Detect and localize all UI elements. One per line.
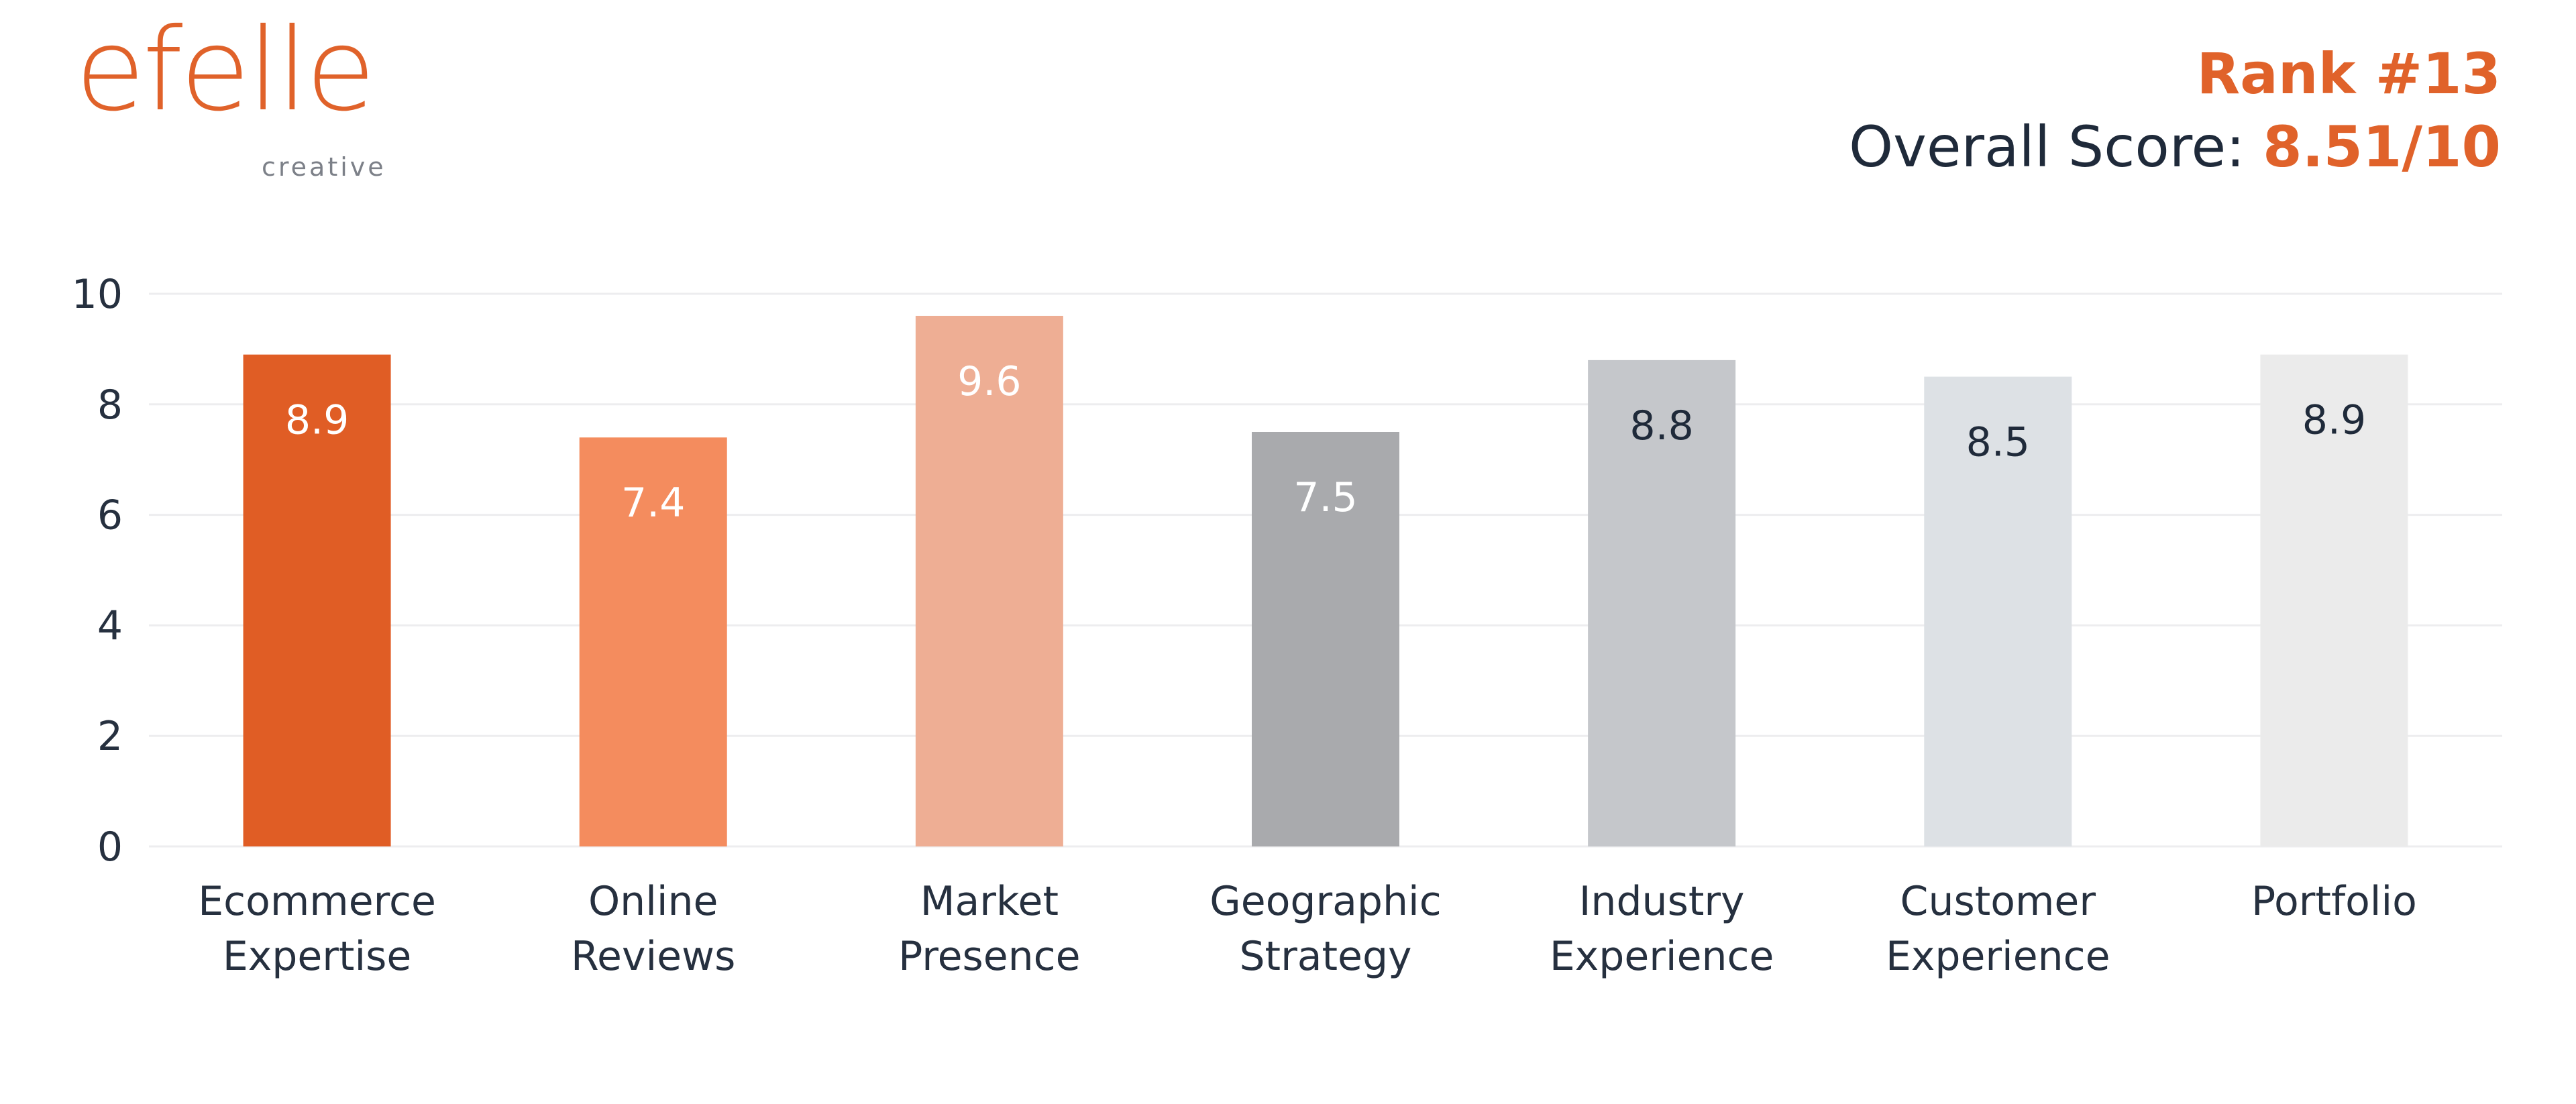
category-label: Industry	[1579, 878, 1745, 925]
y-tick-label: 4	[97, 602, 123, 649]
bar-value-label: 8.9	[2302, 397, 2366, 444]
category-label: Market	[920, 878, 1059, 925]
bar	[1252, 432, 1399, 846]
score-header: Rank #13 Overall Score: 8.51/10	[1849, 42, 2501, 184]
y-tick-label: 0	[97, 824, 123, 871]
overall-score-value: 8.51/10	[2263, 113, 2501, 180]
rank-label: Rank #13	[2196, 41, 2501, 107]
category-label: Presence	[898, 933, 1081, 980]
y-tick-label: 2	[97, 713, 123, 760]
bar-value-label: 7.4	[621, 480, 685, 527]
category-labels: Ecommerce Expertise Online Reviews Market Pre…	[198, 878, 2417, 980]
logo-subtext: creative	[262, 152, 386, 182]
bar	[1588, 360, 1736, 846]
overall-score: Overall Score: 8.51/10	[1849, 111, 2501, 184]
bar-value-label: 8.8	[1629, 402, 1693, 449]
bar	[579, 437, 727, 846]
bar-value-label: 8.5	[1966, 419, 2030, 466]
category-label: Portfolio	[2251, 878, 2417, 925]
bar-value-label: 7.5	[1293, 474, 1357, 521]
category-label: Reviews	[571, 933, 735, 980]
overall-score-prefix: Overall Score:	[1849, 113, 2263, 180]
category-label: Experience	[1886, 933, 2110, 980]
y-tick-label: 10	[72, 271, 123, 318]
category-label: Expertise	[223, 933, 411, 980]
category-label: Customer	[1900, 878, 2096, 925]
y-tick-label: 6	[97, 492, 123, 539]
category-label: Online	[588, 878, 718, 925]
bar	[243, 354, 391, 846]
bars	[243, 315, 2408, 847]
category-label: Ecommerce	[198, 878, 436, 925]
category-label: Strategy	[1239, 933, 1411, 980]
bar-value-labels: 8.9 7.4 9.6 7.5 8.8 8.5 8.9	[285, 358, 2366, 527]
bar-value-label: 9.6	[957, 358, 1021, 405]
category-label: Experience	[1550, 933, 1774, 980]
bar	[2260, 354, 2408, 846]
logo-wordmark: efelle	[75, 4, 376, 137]
efelle-creative-logo: efelle creative	[75, 13, 424, 201]
bar-value-label: 8.9	[285, 397, 349, 444]
bar	[1924, 376, 2072, 846]
y-tick-label: 8	[97, 382, 123, 429]
category-label: Geographic	[1210, 878, 1441, 925]
bar	[915, 315, 1063, 847]
y-axis-ticks: 0 2 4 6 8 10	[72, 271, 123, 871]
